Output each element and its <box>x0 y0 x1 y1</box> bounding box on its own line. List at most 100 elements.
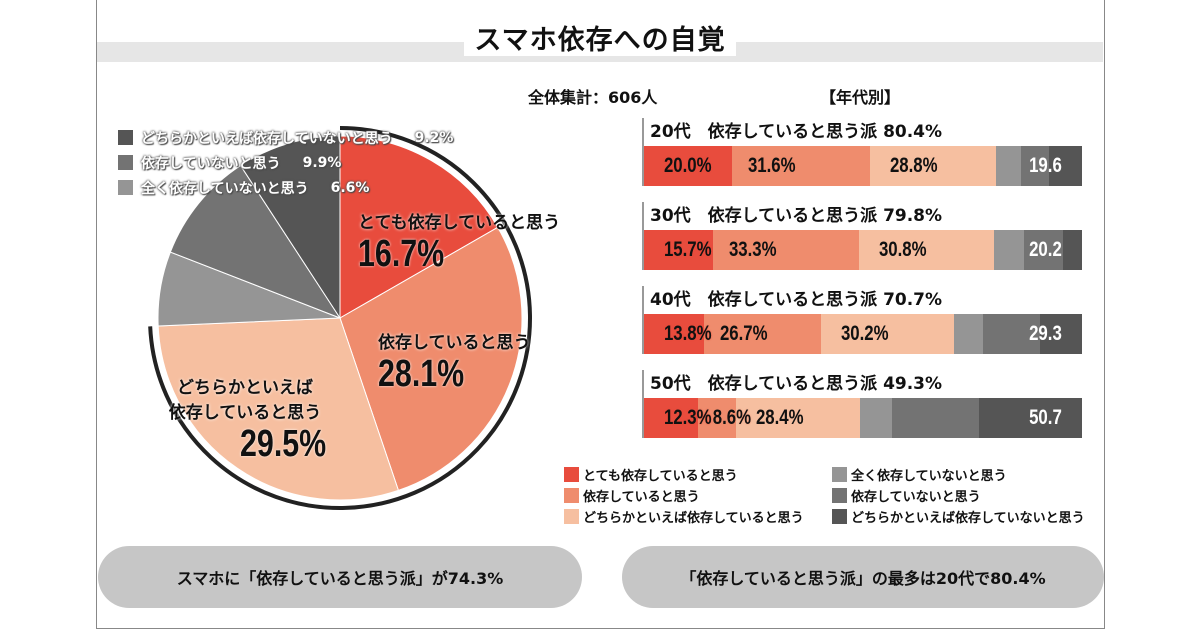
bar-segment <box>1040 314 1082 354</box>
pie-legend-item: どちらかといえば依存していないと思う 9.2% <box>118 125 453 150</box>
legend-label: 依存していると思う <box>583 490 700 505</box>
age-row-50代: 50代 依存していると思う派 49.3% 12.3% 8.6% 28.4% 50.7 <box>642 370 1082 438</box>
pie-label-yes-value: 28.1% <box>378 353 465 395</box>
bar-value-label: 28.8% <box>889 154 938 177</box>
by-age-label: 【年代別】 <box>820 88 901 107</box>
pie-slice <box>169 164 342 320</box>
legend-label: 全く依存していないと思う <box>141 180 309 197</box>
not-dependent-total-label: 19.6 <box>1029 154 1062 177</box>
bar-legend-item: とても依存していると思う <box>564 464 804 485</box>
bar-segment <box>1063 230 1082 270</box>
pie-legend: どちらかといえば依存していないと思う 9.2% 依存していないと思う 9.9% 全く依存… <box>118 125 453 200</box>
legend-swatch <box>564 509 579 524</box>
bar-segment: 15.7% <box>644 230 713 270</box>
legend-swatch <box>564 488 579 503</box>
pie-label-rather: どちらかといえば 依存していると思う 29.5% <box>150 373 340 466</box>
bar-segment <box>1049 146 1082 186</box>
bar-legend-item: 全く依存していないと思う <box>832 464 1085 485</box>
page-title: スマホ依存への自覚 <box>0 18 1200 57</box>
legend-swatch <box>118 130 133 145</box>
pie-label-yes: 依存していると思う 28.1% <box>378 328 531 396</box>
legend-swatch <box>118 155 133 170</box>
pie-label-very: とても依存していると思う 16.7% <box>358 208 618 276</box>
bar-segment: 31.6% <box>731 146 870 186</box>
bar-value-label: 31.6% <box>747 154 796 177</box>
legend-label: とても依存していると思う <box>583 469 738 484</box>
bar-segment: 13.8% <box>644 314 712 354</box>
summary-overall: スマホに「依存していると思う派」が74.3% <box>98 546 582 608</box>
bar-segment: 8.6% <box>697 398 751 438</box>
legend-swatch <box>832 509 847 524</box>
pie-label-yes-name: 依存していると思う <box>378 333 531 353</box>
stacked-bar: 20.0% 31.6% 28.8% 19.6 <box>642 146 1082 186</box>
age-header: 30代 依存していると思う派 79.8% <box>642 202 1082 230</box>
bar-legend-left: とても依存していると思う 依存していると思うどちらかといえば依存していると思う <box>564 464 804 527</box>
card-frame <box>96 0 1105 629</box>
not-dependent-total-label: 29.3 <box>1029 322 1062 345</box>
bar-value-label: 15.7% <box>663 238 712 261</box>
legend-label: 全く依存していないと思う <box>851 469 1007 484</box>
legend-swatch <box>832 467 847 482</box>
pie-label-very-value: 16.7% <box>358 233 445 275</box>
bar-segment <box>859 398 893 438</box>
bar-segment: 28.4% <box>735 398 860 438</box>
bar-segment: 30.8% <box>858 230 994 270</box>
bar-value-label: 20.0% <box>663 154 712 177</box>
not-dependent-total-label: 50.7 <box>1029 406 1062 429</box>
legend-label: 依存していないと思う <box>851 490 981 505</box>
age-header: 40代 依存していると思う派 70.7% <box>642 286 1082 314</box>
pie-label-rather-value: 29.5% <box>240 423 327 465</box>
bar-segment: 20.0% <box>644 146 732 186</box>
bar-legend-right: 全く依存していないと思う 依存していないと思うどちらかといえば依存していないと思う <box>832 464 1085 527</box>
pie-legend-item: 依存していないと思う 9.9% <box>118 150 453 175</box>
bar-segment <box>983 314 1041 354</box>
bar-value-label: 28.4% <box>755 406 804 429</box>
bar-value-label: 26.7% <box>720 322 769 345</box>
pie-legend-item: 全く依存していないと思う 6.6% <box>118 175 453 200</box>
stacked-bar: 12.3% 8.6% 28.4% 50.7 <box>642 398 1082 438</box>
bar-value-label: 12.3% <box>663 406 712 429</box>
bar-value-label: 8.6% <box>712 406 751 429</box>
bar-segment <box>1021 146 1050 186</box>
bar-value-label: 30.2% <box>841 322 889 345</box>
stacked-bar: 15.7% 33.3% 30.8% 20.2 <box>642 230 1082 270</box>
pie-slice <box>157 317 400 501</box>
legend-label: 依存していないと思う <box>141 155 281 172</box>
pie-slice <box>339 226 523 492</box>
age-row-30代: 30代 依存していると思う派 79.8% 15.7% 33.3% 30.8% 20.2 <box>642 202 1082 270</box>
total-label: 全体集計：606人 <box>528 88 658 107</box>
legend-label: どちらかといえば依存していないと思う <box>851 511 1085 526</box>
legend-label: どちらかといえば依存していないと思う <box>141 130 393 147</box>
pie-slice <box>339 135 499 319</box>
legend-label: どちらかといえば依存していると思う <box>583 511 804 526</box>
bar-value-label: 13.8% <box>663 322 712 345</box>
title-text: スマホ依存への自覚 <box>464 25 736 56</box>
legend-value: 9.9% <box>302 154 342 171</box>
bar-segment: 26.7% <box>704 314 822 354</box>
pie-label-rather-name2: 依存していると思う <box>168 403 322 423</box>
not-dependent-total-label: 20.2 <box>1029 238 1062 261</box>
dependent-group-arc <box>148 126 532 510</box>
pie-label-very-name: とても依存していると思う <box>358 213 561 233</box>
legend-swatch <box>832 488 847 503</box>
age-header: 20代 依存していると思う派 80.4% <box>642 118 1082 146</box>
pie-slice <box>239 135 341 320</box>
legend-value: 9.2% <box>414 129 454 146</box>
age-header: 50代 依存していると思う派 49.3% <box>642 370 1082 398</box>
bar-legend-item: 依存していないと思う <box>832 485 1085 506</box>
bar-segment <box>892 398 980 438</box>
bar-legend-item: 依存していると思う <box>564 485 804 506</box>
bar-legend-item: どちらかといえば依存していないと思う <box>832 506 1085 527</box>
stacked-bar: 13.8% 26.7% 30.2% 29.3 <box>642 314 1082 354</box>
legend-swatch <box>564 467 579 482</box>
pie-label-rather-name1: どちらかといえば <box>177 378 313 398</box>
legend-swatch <box>118 180 133 195</box>
bar-segment <box>993 230 1024 270</box>
age-row-20代: 20代 依存していると思う派 80.4% 20.0% 31.6% 28.8% 19.6 <box>642 118 1082 186</box>
bar-segment <box>979 398 1082 438</box>
bar-segment: 28.8% <box>870 146 997 186</box>
bar-segment: 33.3% <box>712 230 859 270</box>
bar-value-label: 33.3% <box>728 238 777 261</box>
age-row-40代: 40代 依存していると思う派 70.7% 13.8% 26.7% 30.2% 29.3 <box>642 286 1082 354</box>
